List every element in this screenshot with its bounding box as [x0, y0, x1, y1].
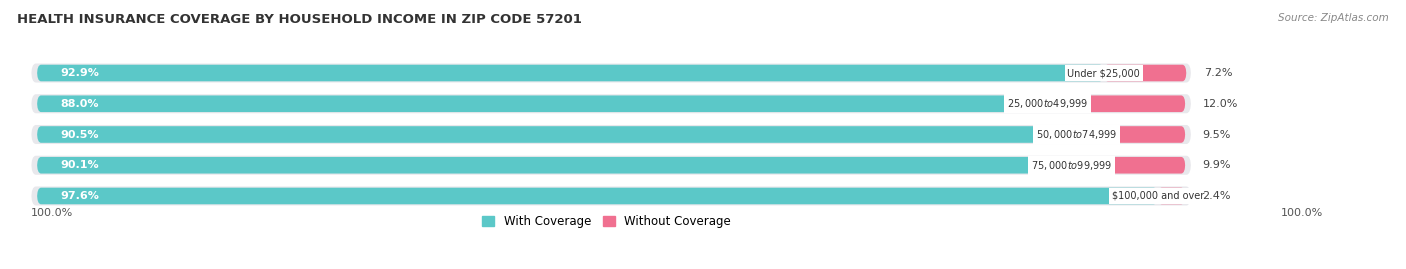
FancyBboxPatch shape [37, 157, 1071, 174]
Text: 7.2%: 7.2% [1204, 68, 1232, 78]
FancyBboxPatch shape [31, 94, 1191, 113]
FancyBboxPatch shape [37, 95, 1047, 112]
FancyBboxPatch shape [31, 63, 1191, 83]
FancyBboxPatch shape [1047, 95, 1185, 112]
FancyBboxPatch shape [31, 186, 1191, 206]
Text: Source: ZipAtlas.com: Source: ZipAtlas.com [1278, 13, 1389, 23]
FancyBboxPatch shape [1157, 188, 1185, 204]
FancyBboxPatch shape [37, 65, 1104, 81]
Text: 90.1%: 90.1% [60, 160, 98, 170]
FancyBboxPatch shape [37, 126, 1076, 143]
Text: 9.5%: 9.5% [1202, 129, 1230, 140]
FancyBboxPatch shape [31, 156, 1191, 175]
FancyBboxPatch shape [37, 188, 1157, 204]
Text: 2.4%: 2.4% [1202, 191, 1232, 201]
Text: 92.9%: 92.9% [60, 68, 98, 78]
FancyBboxPatch shape [1071, 157, 1185, 174]
Text: 90.5%: 90.5% [60, 129, 98, 140]
Text: 9.9%: 9.9% [1202, 160, 1232, 170]
Text: 100.0%: 100.0% [31, 208, 73, 218]
FancyBboxPatch shape [31, 125, 1191, 144]
FancyBboxPatch shape [1076, 126, 1185, 143]
Text: Under $25,000: Under $25,000 [1067, 68, 1140, 78]
FancyBboxPatch shape [1104, 65, 1187, 81]
Text: 12.0%: 12.0% [1202, 99, 1237, 109]
Text: 97.6%: 97.6% [60, 191, 98, 201]
Legend: With Coverage, Without Coverage: With Coverage, Without Coverage [482, 215, 731, 228]
Text: $50,000 to $74,999: $50,000 to $74,999 [1036, 128, 1116, 141]
Text: 88.0%: 88.0% [60, 99, 98, 109]
Text: HEALTH INSURANCE COVERAGE BY HOUSEHOLD INCOME IN ZIP CODE 57201: HEALTH INSURANCE COVERAGE BY HOUSEHOLD I… [17, 13, 582, 26]
Text: $25,000 to $49,999: $25,000 to $49,999 [1007, 97, 1088, 110]
Text: 100.0%: 100.0% [1281, 208, 1323, 218]
Text: $75,000 to $99,999: $75,000 to $99,999 [1031, 159, 1112, 172]
Text: $100,000 and over: $100,000 and over [1112, 191, 1204, 201]
